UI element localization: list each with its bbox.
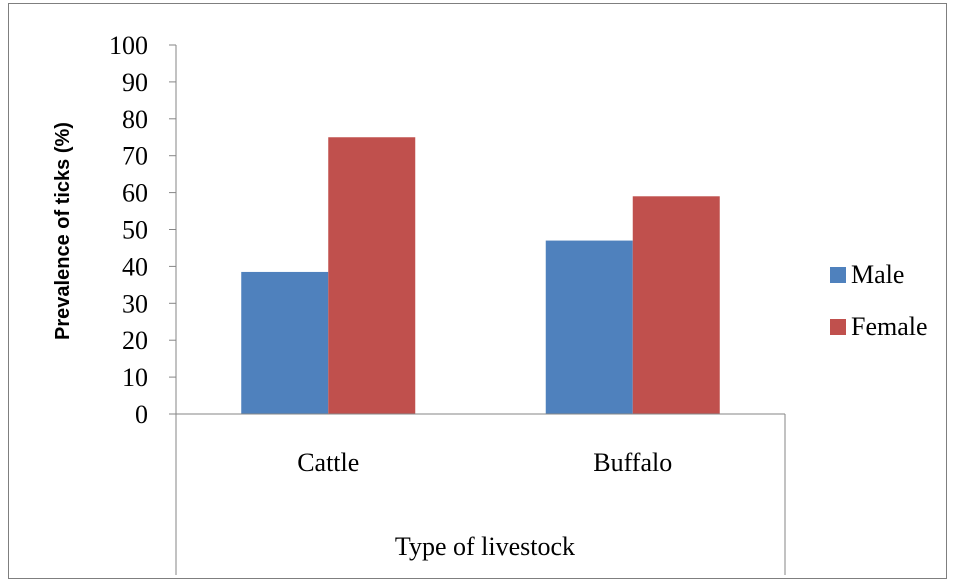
x-tick-label: Cattle [297,448,359,477]
y-tick-label: 50 [122,216,148,245]
bars [241,137,720,414]
y-tick-label: 90 [122,68,148,97]
x-tick-label: Buffalo [593,448,672,477]
y-tick-label: 70 [122,142,148,171]
x-axis: Cattle Buffalo [176,413,786,575]
y-axis-title: Prevalence of ticks (%) [52,122,74,340]
legend-label-female: Female [851,312,928,341]
y-tick-label: 0 [135,400,148,429]
legend-swatch-female [830,319,846,335]
y-axis: 0 10 20 30 40 50 60 70 80 90 100 [109,31,177,575]
bar-female-cattle [328,137,416,414]
bar-male-cattle [241,271,329,414]
bar-male-buffalo [545,240,633,414]
y-tick-label: 10 [122,363,148,392]
x-axis-title: Type of livestock [395,532,575,561]
y-tick-label: 100 [109,31,148,60]
y-tick-label: 20 [122,326,148,355]
y-tick-label: 40 [122,252,148,281]
y-tick-label: 30 [122,289,148,318]
chart-frame [8,3,947,579]
legend: Male Female [830,260,928,341]
legend-swatch-male [830,267,846,283]
legend-label-male: Male [851,260,904,289]
y-tick-label: 60 [122,179,148,208]
bar-female-buffalo [632,196,720,414]
y-tick-label: 80 [122,105,148,134]
